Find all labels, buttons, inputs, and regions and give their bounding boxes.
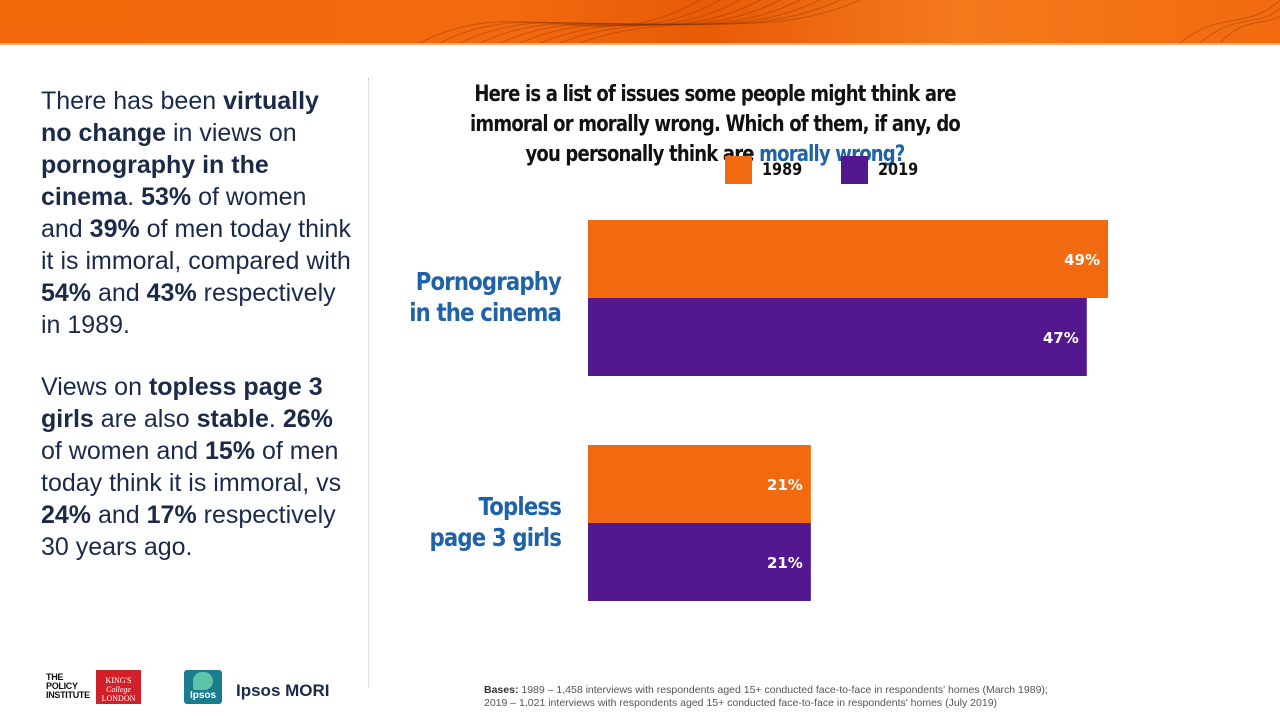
legend-item-1989: 1989: [725, 156, 809, 184]
summary-text-segment: 43%: [146, 279, 197, 307]
summary-text-segment: Views on: [41, 373, 149, 401]
logo-text: KING'S: [105, 676, 132, 685]
summary-text-segment: are also: [93, 405, 197, 433]
bar-1989-topless: [588, 445, 811, 523]
bases-line-2: 2019 – 1,021 interviews with respondents…: [484, 697, 998, 709]
summary-text-segment: .: [268, 405, 283, 433]
summary-text: There has been virtually no change in vi…: [41, 85, 353, 593]
summary-text-segment: of men today think it is immoral, vs: [41, 437, 342, 497]
summary-text-segment: and: [91, 279, 147, 307]
bases-line-1: 1989 – 1,458 interviews with respondents…: [518, 684, 1048, 696]
chart-title-main: Here is a list of issues some people mig…: [469, 82, 961, 167]
summary-text-segment: topless page 3 girls: [41, 373, 323, 433]
legend-label-2019: 2019: [878, 160, 919, 180]
summary-paragraph-2: Views on topless page 3 girls are also s…: [41, 371, 353, 563]
chart-title-highlight: morally wrong?: [759, 142, 905, 167]
summary-text-segment: 26%: [282, 405, 333, 433]
category-label-pornography: Pornography in the cinema: [391, 266, 562, 328]
logo-text: POLICY: [46, 681, 78, 691]
bar-2019-pornography: [588, 298, 1087, 376]
bar-1989-pornography: [588, 220, 1108, 298]
category-label-topless: Topless page 3 girls: [391, 491, 562, 553]
summary-text-segment: of women and: [41, 437, 205, 465]
top-banner: [0, 0, 1280, 43]
summary-text-segment: 39%: [89, 215, 140, 243]
summary-text-segment: virtually no change: [41, 87, 319, 147]
summary-text-segment: in views on: [166, 119, 297, 147]
bar-2019-topless: [588, 523, 811, 601]
summary-paragraph-1: There has been virtually no change in vi…: [41, 85, 353, 341]
logo-text: THE: [46, 672, 64, 682]
legend-label-1989: 1989: [762, 160, 803, 180]
summary-text-segment: .: [127, 183, 142, 211]
bases-label: Bases:: [484, 684, 519, 696]
category-label-line: Pornography: [415, 267, 562, 296]
summary-text-segment: stable: [196, 405, 269, 433]
kings-college-logo: KING'S College LONDON: [96, 670, 141, 704]
summary-text-segment: 54%: [41, 279, 92, 307]
summary-text-segment: pornography in the cinema: [41, 151, 269, 211]
summary-text-segment: respectively 30 years ago.: [41, 501, 336, 561]
top-rule: [0, 43, 1280, 45]
legend-swatch-2019: [841, 156, 868, 184]
legend-item-2019: 2019: [841, 156, 925, 184]
summary-text-segment: and: [91, 501, 147, 529]
ipsos-logo-mark: [193, 672, 213, 690]
bar-value-label: 47%: [1043, 329, 1079, 347]
summary-text-segment: 17%: [146, 501, 197, 529]
bar-value-label: 21%: [767, 554, 803, 572]
summary-text-segment: respectively in 1989.: [41, 279, 336, 339]
bar-value-label: 49%: [1064, 251, 1100, 269]
ipsos-logo-word: Ipsos: [189, 690, 217, 701]
logo-text: College: [106, 685, 131, 694]
logo-text: INSTITUTE: [46, 690, 90, 700]
summary-text-segment: 15%: [205, 437, 256, 465]
footer-bases: Bases: 1989 – 1,458 interviews with resp…: [484, 684, 1274, 710]
ipsos-logo: Ipsos: [184, 670, 222, 704]
category-label-line: Topless: [478, 492, 561, 521]
bar-value-label: 21%: [767, 476, 803, 494]
chart-title: Here is a list of issues some people mig…: [465, 80, 965, 170]
logo-text: LONDON: [101, 694, 136, 703]
category-label-line: page 3 girls: [429, 523, 562, 552]
summary-text-segment: of women and: [41, 183, 307, 243]
category-label-line: in the cinema: [409, 298, 562, 327]
summary-text-segment: 24%: [41, 501, 92, 529]
ipsos-mori-wordmark: Ipsos MORI: [236, 681, 330, 700]
banner-swirl-graphic: [419, 0, 1280, 43]
summary-text-segment: of men today think it is immoral, compar…: [41, 215, 351, 275]
summary-text-segment: 53%: [141, 183, 192, 211]
policy-institute-logo: THE POLICY INSTITUTE: [46, 673, 90, 700]
legend-swatch-1989: [725, 156, 752, 184]
column-divider: [368, 78, 369, 688]
summary-text-segment: There has been: [41, 87, 224, 115]
